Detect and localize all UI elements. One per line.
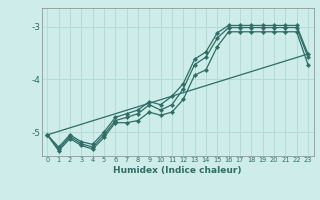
X-axis label: Humidex (Indice chaleur): Humidex (Indice chaleur) — [113, 166, 242, 175]
